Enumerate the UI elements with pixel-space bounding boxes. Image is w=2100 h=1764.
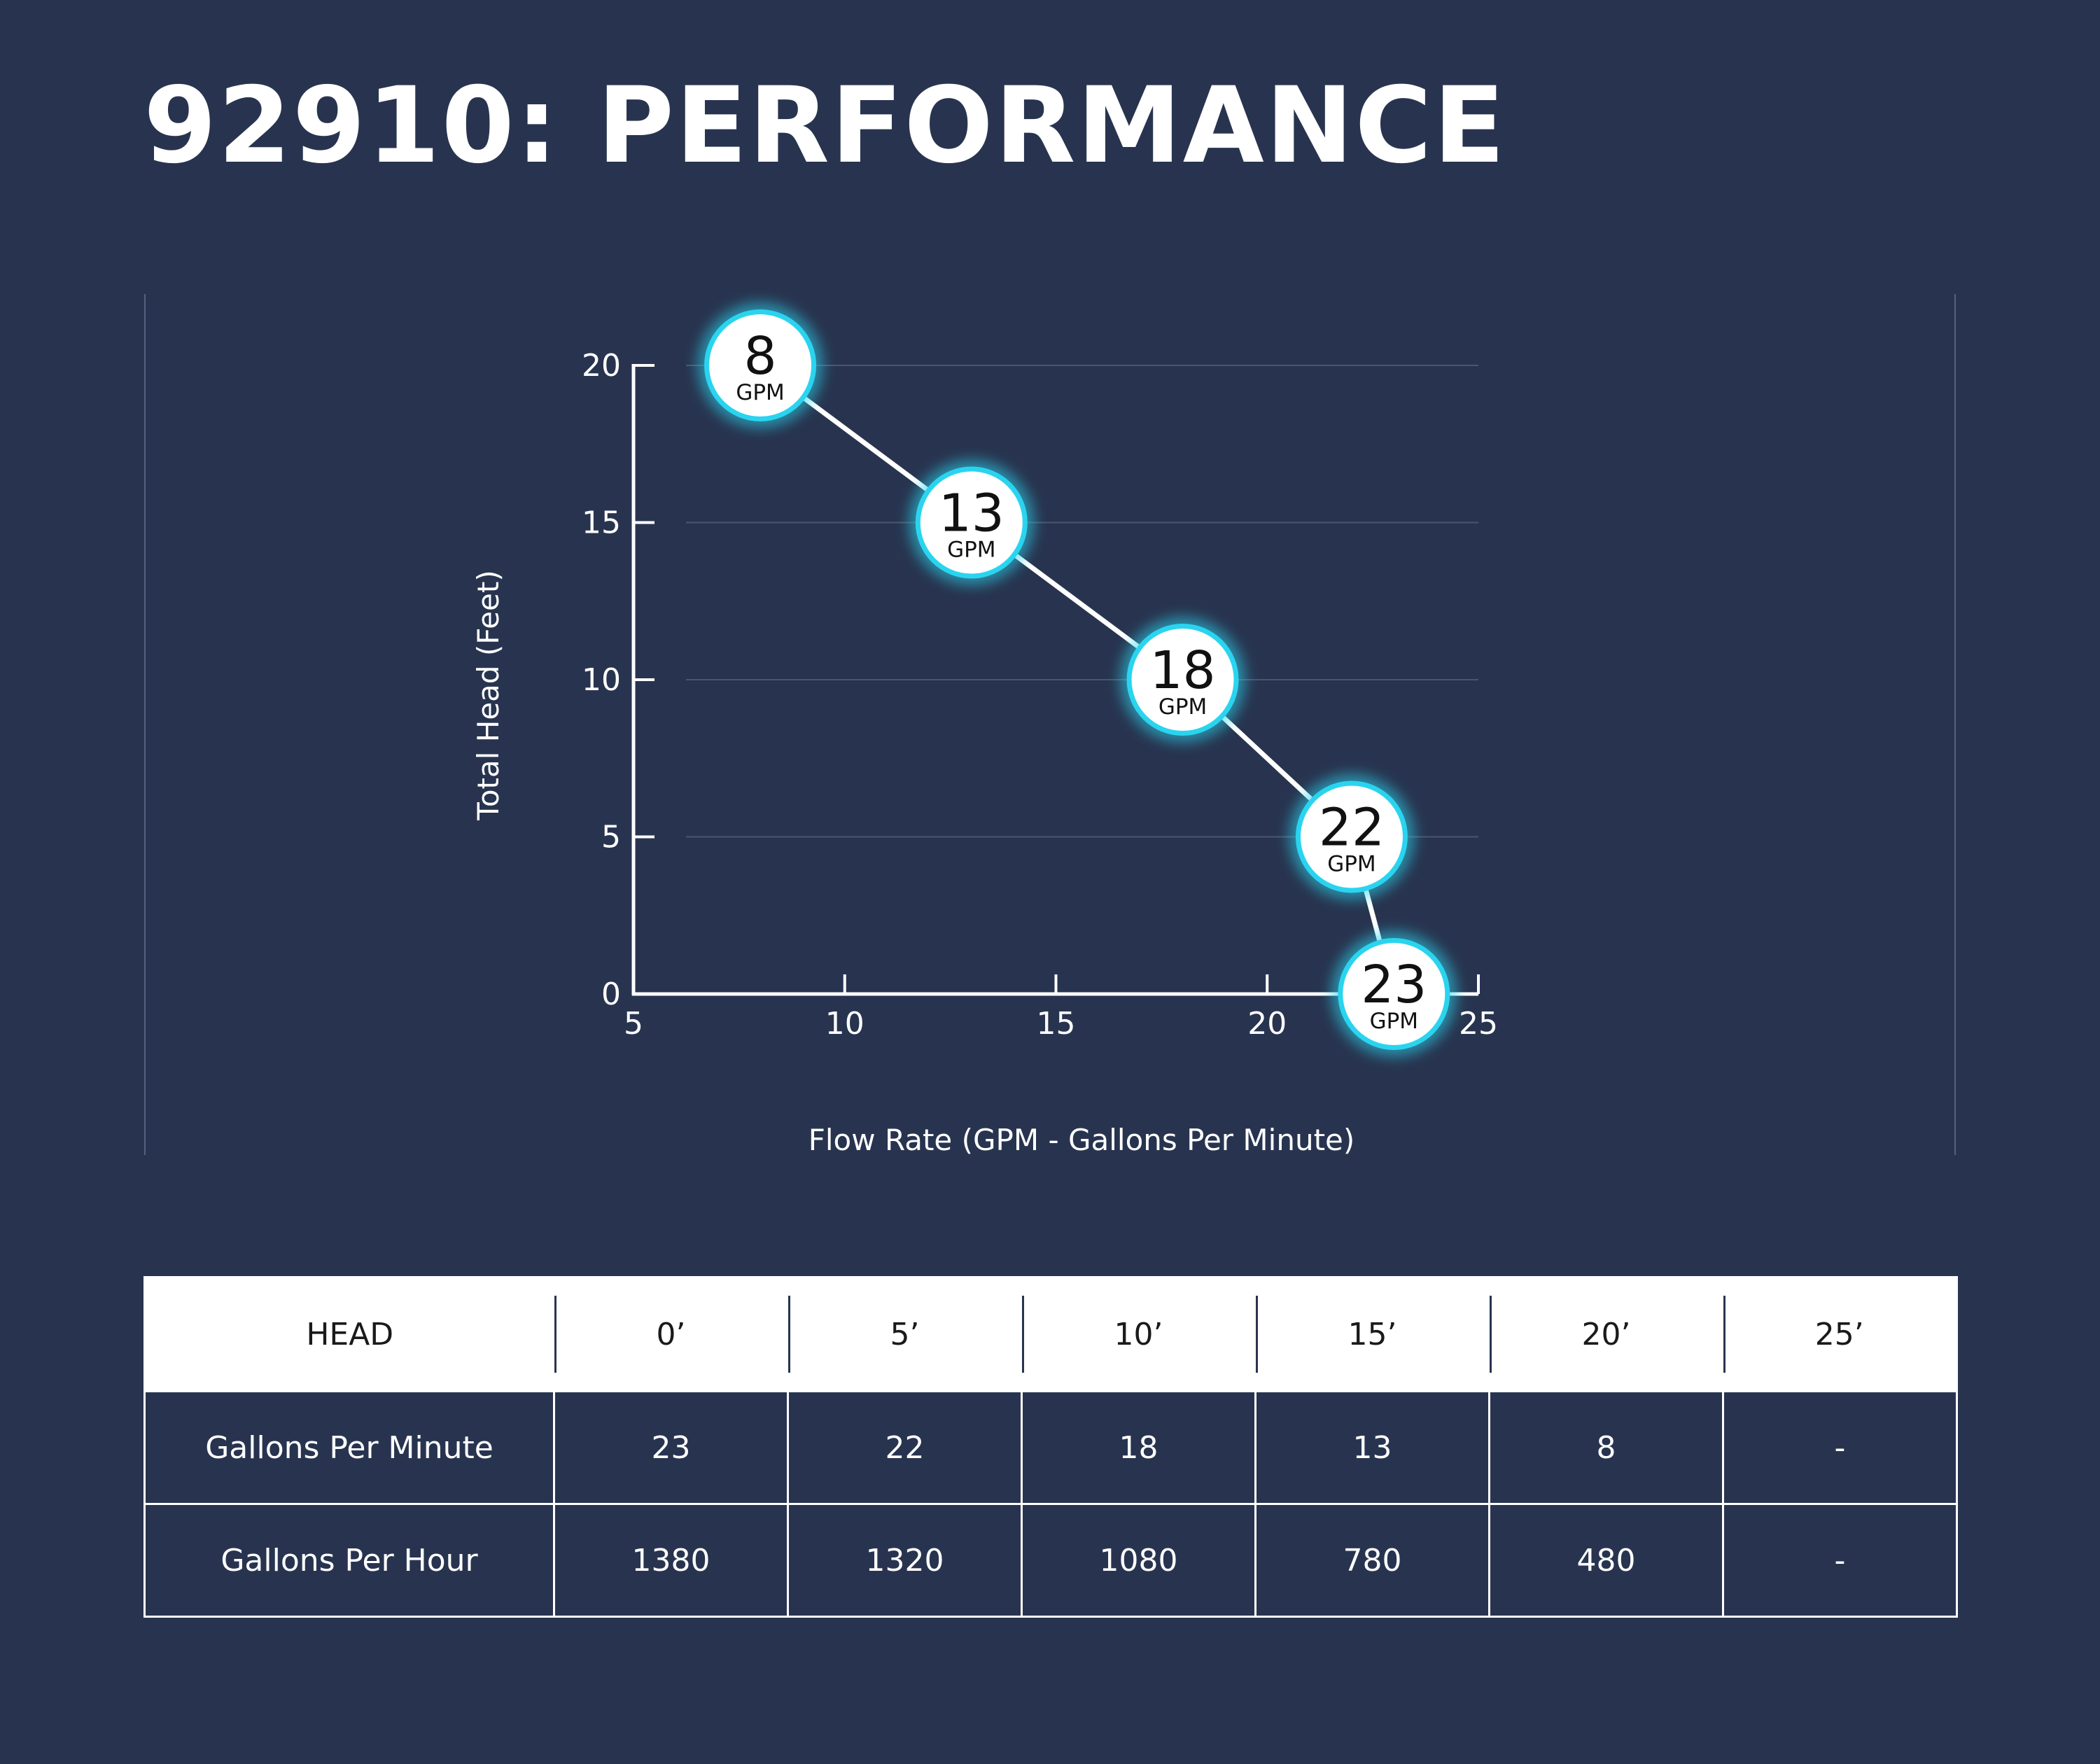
x-axis-label: Flow Rate (GPM - Gallons Per Minute) xyxy=(808,1123,1355,1157)
point-unit-label: GPM xyxy=(947,538,995,563)
page-title: 92910: PERFORMANCE xyxy=(144,65,1506,187)
point-value-label: 8 xyxy=(744,326,777,386)
point-unit-label: GPM xyxy=(1370,1009,1418,1034)
table-row: Gallons Per Hour 1380 1320 1080 780 480 … xyxy=(144,1503,1958,1618)
y-tick-label: 5 xyxy=(601,820,621,855)
marker-face xyxy=(1343,943,1446,1045)
marker-face xyxy=(1300,785,1403,888)
grid-lines xyxy=(686,365,1478,838)
x-tick-label: 20 xyxy=(1247,1006,1287,1042)
point-value-label: 18 xyxy=(1149,640,1215,701)
table-cell: 8 xyxy=(1488,1390,1724,1505)
header-cell: 15’ xyxy=(1255,1277,1490,1392)
table-cell: 1080 xyxy=(1021,1503,1256,1618)
y-tick-label: 20 xyxy=(582,348,621,384)
y-tick-label: 15 xyxy=(582,505,621,541)
marker-face xyxy=(920,471,1023,574)
x-tick-label: 15 xyxy=(1037,1006,1076,1042)
point-value-label: 13 xyxy=(939,484,1004,544)
table-cell: 1320 xyxy=(787,1503,1023,1618)
point-value-label: 23 xyxy=(1361,955,1427,1015)
y-axis-label: Total Head (Feet) xyxy=(471,570,505,820)
table-cell: 23 xyxy=(553,1390,789,1505)
table-row: Gallons Per Minute 23 22 18 13 8 - xyxy=(144,1390,1958,1505)
table-cell: - xyxy=(1722,1503,1958,1618)
table-cell: 18 xyxy=(1021,1390,1256,1505)
table-cell: 22 xyxy=(787,1390,1023,1505)
header-cell: 5’ xyxy=(788,1277,1022,1392)
table-cell: 13 xyxy=(1254,1390,1490,1505)
table-cell: - xyxy=(1722,1390,1958,1505)
row-label: Gallons Per Hour xyxy=(144,1503,555,1618)
point-value-label: 22 xyxy=(1319,798,1385,858)
point-unit-label: GPM xyxy=(736,380,784,405)
table-cell: 780 xyxy=(1254,1503,1490,1618)
header-cell: 0’ xyxy=(554,1277,788,1392)
x-tick-label: 5 xyxy=(624,1006,643,1042)
header-cell: 10’ xyxy=(1021,1277,1256,1392)
table-cell: 480 xyxy=(1488,1503,1724,1618)
point-unit-label: GPM xyxy=(1158,694,1207,720)
performance-table: HEAD 0’ 5’ 10’ 15’ 20’ 25’ Gallons Per M… xyxy=(144,1276,1958,1618)
table-cell: 1380 xyxy=(553,1503,789,1618)
y-tick-label: 10 xyxy=(582,662,621,698)
point-unit-label: GPM xyxy=(1327,852,1376,877)
x-tick-label: 25 xyxy=(1459,1006,1498,1042)
x-tick-label: 10 xyxy=(825,1006,864,1042)
marker-face xyxy=(1131,629,1234,731)
marker-face xyxy=(709,314,812,416)
header-cell: HEAD xyxy=(144,1277,554,1392)
row-label: Gallons Per Minute xyxy=(144,1390,555,1505)
header-cell: 25’ xyxy=(1723,1277,1957,1392)
table-header-row: HEAD 0’ 5’ 10’ 15’ 20’ 25’ xyxy=(144,1277,1957,1392)
header-cell: 20’ xyxy=(1489,1277,1723,1392)
y-tick-label: 0 xyxy=(601,976,621,1012)
